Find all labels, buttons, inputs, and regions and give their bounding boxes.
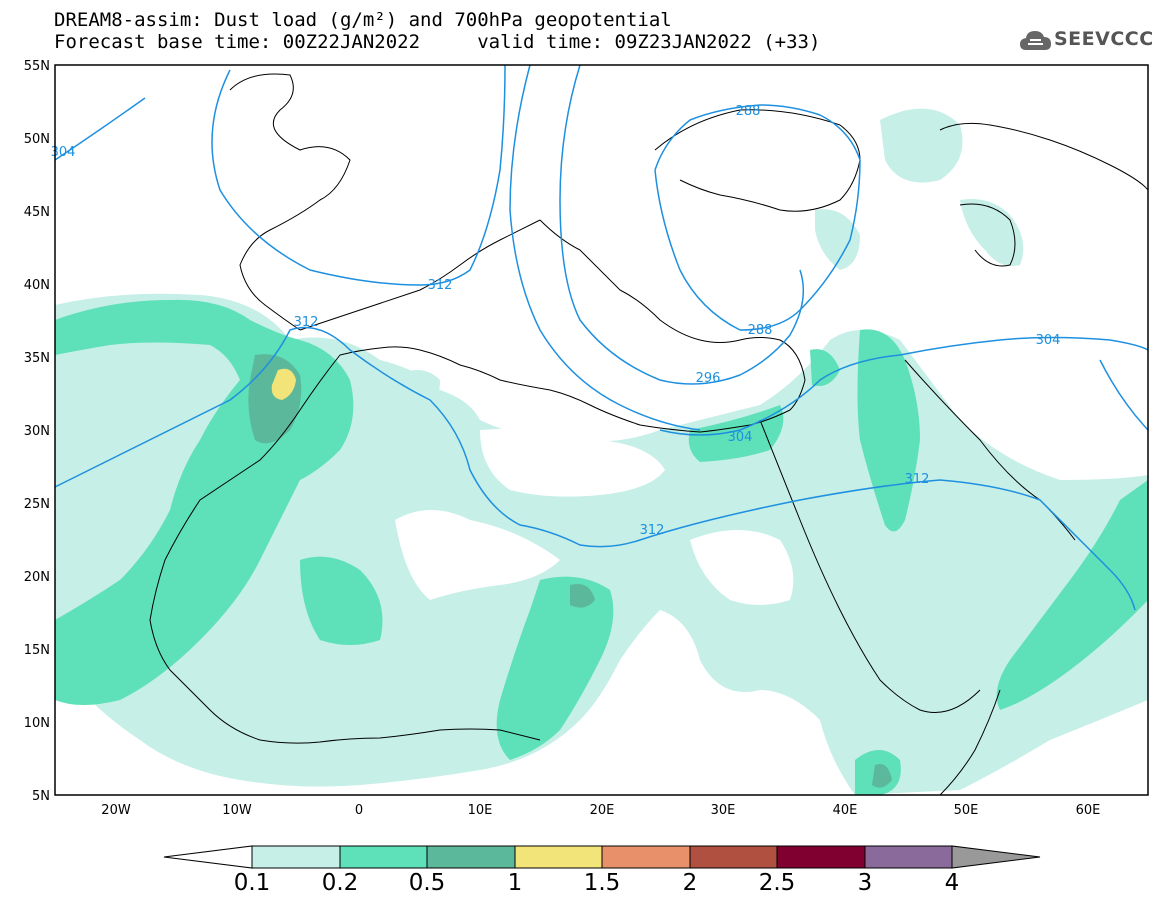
map-frame (54, 64, 1149, 796)
lon-label: 10W (222, 803, 252, 818)
colorbar-swatch (339, 845, 428, 869)
contour-label: 288 (748, 323, 773, 338)
colorbar-tick: 0.1 (233, 870, 271, 896)
colorbar-tick: 4 (944, 870, 960, 896)
colorbar-tick: 0.2 (321, 870, 359, 896)
cloud-icon (1020, 31, 1051, 50)
contour-label: 312 (905, 472, 930, 487)
contour-label: 304 (51, 145, 76, 160)
lon-label: 60E (1076, 803, 1101, 818)
colorbar-swatch (251, 845, 341, 869)
lat-label: 55N (24, 59, 50, 74)
lon-label: 40E (833, 803, 858, 818)
longitude-axis: 20W 10W 0 10E 20E 30E 40E 50E 60E (101, 803, 1100, 818)
colorbar-tick: 2 (682, 870, 698, 896)
colorbar-tick: 1 (507, 870, 523, 896)
colorbar-swatch (776, 845, 866, 869)
lon-label: 0 (355, 803, 363, 818)
seevccc-logo: SEEVCCC (1054, 28, 1154, 50)
colorbar-swatch (601, 845, 691, 869)
map-title: DREAM8-assim: Dust load (g/m²) and 700hP… (54, 9, 672, 31)
contour-label: 304 (1036, 333, 1061, 348)
lat-label: 35N (24, 351, 50, 366)
colorbar-tick: 2.5 (758, 870, 796, 896)
contour-label: 304 (728, 430, 753, 445)
latitude-axis: 55N 50N 45N 40N 35N 30N 25N 20N 15N 10N … (24, 59, 50, 804)
lon-label: 10E (468, 803, 493, 818)
colorbar-under-arrow (163, 845, 253, 869)
dust-peak-shading (271, 368, 296, 400)
colorbar (163, 845, 1041, 869)
colorbar-swatch (689, 845, 778, 869)
map-subtitle: Forecast base time: 00Z22JAN2022 valid t… (54, 31, 821, 53)
colorbar-tick: 1.5 (583, 870, 621, 896)
lat-label: 30N (24, 424, 50, 439)
contour-label: 296 (696, 371, 721, 386)
colorbar-tick: 3 (857, 870, 873, 896)
contour-label: 288 (736, 104, 761, 119)
colorbar-swatch (514, 845, 603, 869)
lat-label: 10N (24, 716, 50, 731)
contour-label: 312 (294, 315, 319, 330)
colorbar-swatch (426, 845, 516, 869)
colorbar-tick: 0.5 (408, 870, 446, 896)
colorbar-over-arrow (951, 845, 1041, 869)
lat-label: 5N (32, 789, 50, 804)
contour-label: 312 (640, 523, 665, 538)
lat-label: 20N (24, 570, 50, 585)
lat-label: 25N (24, 497, 50, 512)
lon-label: 20E (590, 803, 615, 818)
contour-label: 312 (428, 278, 453, 293)
geopotential-contours (54, 64, 1149, 611)
lat-label: 15N (24, 643, 50, 658)
lat-label: 40N (24, 278, 50, 293)
lon-label: 50E (954, 803, 979, 818)
lat-label: 45N (24, 205, 50, 220)
contour-labels: 304 312 312 312 288 288 296 304 304 312 (51, 104, 1061, 538)
lon-label: 20W (101, 803, 131, 818)
lon-label: 30E (711, 803, 736, 818)
colorbar-swatch (864, 845, 953, 869)
lat-label: 50N (24, 132, 50, 147)
